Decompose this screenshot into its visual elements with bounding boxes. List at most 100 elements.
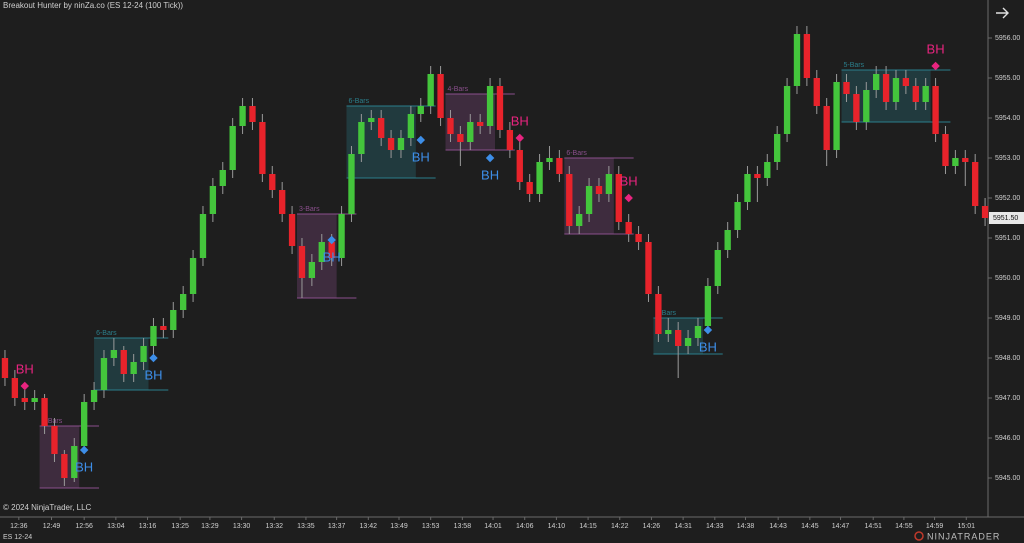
arrow-icon[interactable] xyxy=(996,7,1009,19)
signal-diamond xyxy=(149,353,158,363)
candle-body xyxy=(387,138,395,150)
candle-body xyxy=(803,34,811,78)
candle-body xyxy=(922,86,929,102)
candle-body xyxy=(615,174,622,222)
signal-diamond xyxy=(327,235,336,245)
candle-body xyxy=(61,454,68,478)
x-tick-label: 14:06 xyxy=(516,523,534,530)
candle-body xyxy=(972,162,979,206)
y-tick-label: 5952.00 xyxy=(995,195,1020,202)
candle-body xyxy=(724,230,731,250)
x-tick-label: 15:01 xyxy=(958,523,976,530)
candle-body xyxy=(199,214,207,258)
candle-body xyxy=(823,106,830,150)
y-tick-label: 5954.00 xyxy=(995,115,1020,122)
x-tick-label: 14:47 xyxy=(832,523,850,530)
candle-body xyxy=(566,174,573,226)
x-tick-label: 14:31 xyxy=(674,523,692,530)
copyright: © 2024 NinjaTrader, LLC xyxy=(3,503,92,512)
candle-body xyxy=(358,122,365,154)
candle-body xyxy=(952,158,959,166)
x-tick-label: 12:49 xyxy=(43,523,61,530)
candle-body xyxy=(368,118,375,122)
y-tick-label: 5949.00 xyxy=(995,315,1020,322)
x-tick-label: 13:32 xyxy=(265,523,283,530)
x-tick-label: 13:25 xyxy=(171,523,189,530)
y-tick-label: 5950.00 xyxy=(995,275,1020,282)
x-tick-label: 14:51 xyxy=(864,523,882,530)
candle-body xyxy=(813,78,820,106)
candle-body xyxy=(427,74,434,106)
candle-body xyxy=(665,330,672,334)
candle-body xyxy=(31,398,38,402)
x-tick-label: 13:42 xyxy=(360,523,378,530)
candle-body xyxy=(694,326,702,338)
candle-body xyxy=(774,134,781,162)
box-label: 3-Bars xyxy=(655,310,676,317)
y-tick-label: 5947.00 xyxy=(995,395,1020,402)
y-tick-label: 5946.00 xyxy=(995,435,1020,442)
y-tick-label: 5945.00 xyxy=(995,475,1020,482)
candle-body xyxy=(853,94,860,122)
candle-body xyxy=(645,242,652,294)
candle-body xyxy=(180,294,187,310)
candle-body xyxy=(298,246,306,278)
x-tick-label: 13:58 xyxy=(454,523,472,530)
candle-body xyxy=(348,154,355,214)
box-label: 6-Bars xyxy=(349,98,370,105)
brand-logo: NINJATRADER xyxy=(914,531,999,541)
last-price-label: 5951.50 xyxy=(993,215,1018,222)
signal-diamond xyxy=(703,325,713,335)
candle-body xyxy=(219,170,226,186)
candle-body xyxy=(902,78,910,86)
candle-body xyxy=(981,206,989,218)
candle-body xyxy=(526,182,533,194)
candle-body xyxy=(863,90,870,122)
y-tick-label: 5955.00 xyxy=(995,75,1020,82)
candle-body xyxy=(556,158,563,174)
candle-body xyxy=(932,86,939,134)
candle-body xyxy=(269,174,276,190)
candle-body xyxy=(189,258,197,294)
candle-body xyxy=(397,138,405,150)
signal-label: BH xyxy=(412,149,430,164)
plot-area: 5945.00 5946.00 5947.00 5948.00 5949.00 5950.… xyxy=(1,26,1020,530)
signal-diamond xyxy=(416,135,426,145)
candle-body xyxy=(714,250,721,286)
signal-label: BH xyxy=(620,173,638,188)
y-tick-label: 5948.00 xyxy=(995,355,1020,362)
candle-body xyxy=(328,242,335,258)
candle-body xyxy=(259,122,266,174)
candle-body xyxy=(843,82,850,94)
x-tick-label: 14:43 xyxy=(769,523,787,530)
candle-body xyxy=(21,398,28,402)
candle-body xyxy=(378,118,385,138)
candle-body xyxy=(288,214,296,246)
candle-body xyxy=(110,350,118,358)
candle-body xyxy=(239,106,246,126)
x-tick-label: 14:22 xyxy=(611,523,629,530)
candle-body xyxy=(882,74,890,102)
x-tick-label: 13:04 xyxy=(107,523,125,530)
candle-body xyxy=(308,262,316,278)
candle-body xyxy=(140,346,147,362)
candle-body xyxy=(160,326,167,330)
candle-body xyxy=(585,186,593,214)
candle-body xyxy=(655,294,662,334)
candle-body xyxy=(120,350,127,374)
x-tick-label: 12:36 xyxy=(10,523,28,530)
x-tick-label: 14:38 xyxy=(737,523,755,530)
signal-label: BH xyxy=(75,459,93,474)
candle-body xyxy=(675,330,682,346)
candle-body xyxy=(150,326,157,346)
candle-body xyxy=(744,174,751,202)
y-tick-label: 5953.00 xyxy=(995,155,1020,162)
x-tick-label: 13:35 xyxy=(297,523,315,530)
x-tick-label: 14:45 xyxy=(801,523,819,530)
candle-body xyxy=(793,34,801,86)
x-tick-label: 13:37 xyxy=(328,523,346,530)
candle-body xyxy=(486,86,494,126)
signal-label: BH xyxy=(699,339,717,354)
x-tick-label: 13:16 xyxy=(139,523,157,530)
